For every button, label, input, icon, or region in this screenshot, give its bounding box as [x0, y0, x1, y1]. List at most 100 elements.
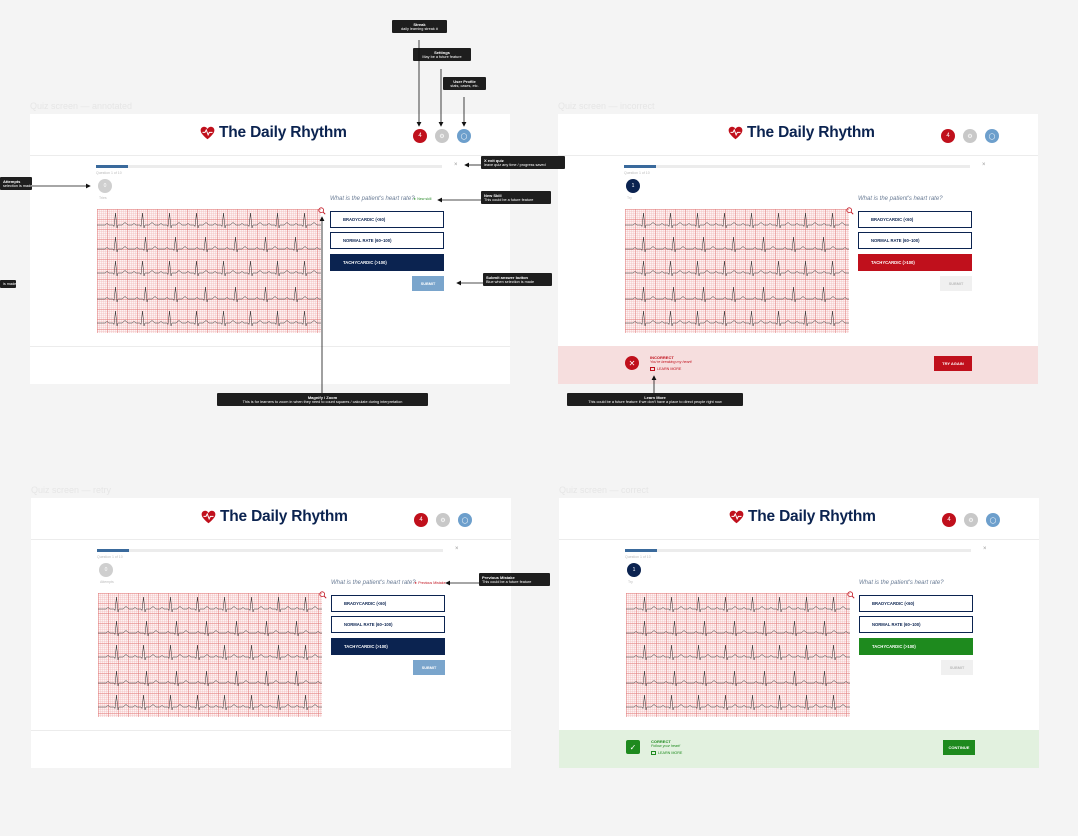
magnify-icon[interactable]: [318, 207, 326, 215]
brand: The Daily Rhythm: [728, 124, 875, 142]
try-again-button[interactable]: TRY AGAIN: [934, 356, 972, 371]
note-submit: Submit answer button Blue when selection…: [483, 273, 552, 286]
note-previous-mistake: Previous Mistake This could be a future …: [479, 573, 550, 586]
quiz-footer: [30, 346, 510, 384]
option-tachycardic[interactable]: TACHYCARDIC (>100): [331, 638, 445, 655]
note-streak: Streak daily learning streak #: [392, 20, 447, 33]
quiz-frame-retry: The Daily Rhythm 4 ⚙ ◯ × Question 1 of 1…: [31, 498, 511, 768]
quiz-frame-annotated: The Daily Rhythm 4 ⚙ ◯ × Question 1 of 1…: [30, 114, 510, 384]
quiz-frame-incorrect: The Daily Rhythm 4 ⚙ ◯ × Question 1 of 1…: [558, 114, 1038, 384]
badge-label: New skill: [417, 197, 432, 201]
streak-button[interactable]: 4: [941, 129, 955, 143]
attempt-counter: 0: [99, 563, 113, 577]
ecg-strip: [626, 593, 850, 717]
app-title: The Daily Rhythm: [747, 124, 875, 141]
book-icon: [651, 751, 656, 755]
note-new-skill: New Skill This could be a future feature: [481, 191, 551, 204]
option-tachycardic[interactable]: TACHYCARDIC (>100): [330, 254, 444, 271]
badge-label: Previous Mistake: [418, 581, 446, 585]
note-attempts: Attempts selection is made: [0, 177, 32, 190]
question-text: What is the patient's heart rate?: [331, 580, 416, 586]
streak-button[interactable]: 4: [942, 513, 956, 527]
profile-button[interactable]: ◯: [986, 513, 1000, 527]
profile-button[interactable]: ◯: [985, 129, 999, 143]
ecg-trace: [625, 212, 849, 327]
settings-button[interactable]: ⚙: [964, 513, 978, 527]
magnify-icon[interactable]: [847, 591, 855, 599]
submit-button: SUBMIT: [941, 660, 973, 675]
question-count: Question 1 of 10: [625, 555, 651, 559]
streak-count: 4: [946, 133, 950, 139]
settings-button[interactable]: ⚙: [436, 513, 450, 527]
brand: The Daily Rhythm: [729, 508, 876, 526]
heart-pulse-icon: [728, 126, 743, 140]
note-settings: Settings May be a future feature: [413, 48, 471, 61]
magnify-icon[interactable]: [319, 591, 327, 599]
app-title: The Daily Rhythm: [219, 124, 347, 141]
exit-quiz-button[interactable]: ×: [455, 546, 459, 552]
frame-caption: Quiz screen — incorrect: [558, 101, 655, 111]
submit-button: SUBMIT: [940, 276, 972, 291]
feedback-correct: ✓ CORRECT Follow your heart! LEARN MORE …: [559, 730, 1039, 768]
previous-mistake-badge: ★ Previous Mistake: [414, 581, 446, 585]
feedback-title: INCORRECT: [650, 355, 674, 360]
progress-bar: [97, 549, 443, 552]
gear-icon: ⚙: [967, 133, 973, 140]
gear-icon: ⚙: [440, 517, 446, 524]
question-count: Question 1 of 10: [624, 171, 650, 175]
heart-pulse-icon: [201, 510, 216, 524]
gear-icon: ⚙: [968, 517, 974, 524]
option-bradycardic[interactable]: BRADYCARDIC (<60): [859, 595, 973, 612]
settings-button[interactable]: ⚙: [435, 129, 449, 143]
option-bradycardic[interactable]: BRADYCARDIC (<60): [331, 595, 445, 612]
option-tachycardic[interactable]: TACHYCARDIC (>100): [858, 254, 972, 271]
frame-caption: Quiz screen — correct: [559, 485, 649, 495]
attempt-label: Tries: [99, 196, 107, 200]
exit-quiz-button[interactable]: ×: [454, 162, 458, 168]
user-icon: ◯: [461, 517, 469, 524]
learn-more-link[interactable]: LEARN MORE: [650, 367, 681, 371]
user-icon: ◯: [460, 133, 468, 140]
question-text: What is the patient's heart rate?: [858, 196, 943, 202]
progress-bar: [96, 165, 442, 168]
app-header: The Daily Rhythm 4 ⚙ ◯: [30, 114, 510, 156]
heart-pulse-icon: [200, 126, 215, 140]
settings-button[interactable]: ⚙: [963, 129, 977, 143]
streak-count: 4: [419, 517, 423, 523]
heart-pulse-icon: [729, 510, 744, 524]
option-bradycardic[interactable]: BRADYCARDIC (<60): [330, 211, 444, 228]
progress-bar: [624, 165, 970, 168]
ecg-trace: [97, 212, 321, 327]
option-tachycardic[interactable]: TACHYCARDIC (>100): [859, 638, 973, 655]
continue-button[interactable]: CONTINUE: [943, 740, 975, 755]
attempt-label: Try: [627, 196, 632, 200]
submit-button[interactable]: SUBMIT: [413, 660, 445, 675]
option-normal-rate[interactable]: NORMAL RATE (60–100): [859, 616, 973, 633]
app-header: The Daily Rhythm 4 ⚙ ◯: [559, 498, 1039, 540]
ecg-strip: [97, 209, 321, 333]
option-normal-rate[interactable]: NORMAL RATE (60–100): [331, 616, 445, 633]
quiz-frame-correct: The Daily Rhythm 4 ⚙ ◯ × Question 1 of 1…: [559, 498, 1039, 768]
option-bradycardic[interactable]: BRADYCARDIC (<60): [858, 211, 972, 228]
option-normal-rate[interactable]: NORMAL RATE (60–100): [330, 232, 444, 249]
profile-button[interactable]: ◯: [458, 513, 472, 527]
learn-more-link[interactable]: LEARN MORE: [651, 751, 682, 755]
streak-button[interactable]: 4: [413, 129, 427, 143]
profile-button[interactable]: ◯: [457, 129, 471, 143]
exit-quiz-button[interactable]: ×: [982, 162, 986, 168]
attempt-counter: 1: [626, 179, 640, 193]
streak-button[interactable]: 4: [414, 513, 428, 527]
ecg-strip: [625, 209, 849, 333]
learn-more-label: LEARN MORE: [658, 751, 683, 755]
submit-button[interactable]: SUBMIT: [412, 276, 444, 291]
attempt-label: Try: [628, 580, 633, 584]
streak-count: 4: [418, 133, 422, 139]
note-magnify: Magnify / Zoom This is for learners to z…: [217, 393, 428, 406]
magnify-icon[interactable]: [846, 207, 854, 215]
star-icon: ★: [414, 581, 418, 585]
exit-quiz-button[interactable]: ×: [983, 546, 987, 552]
ecg-strip: [98, 593, 322, 717]
question-count: Question 1 of 10: [97, 555, 123, 559]
check-icon: ✓: [626, 740, 640, 754]
option-normal-rate[interactable]: NORMAL RATE (60–100): [858, 232, 972, 249]
